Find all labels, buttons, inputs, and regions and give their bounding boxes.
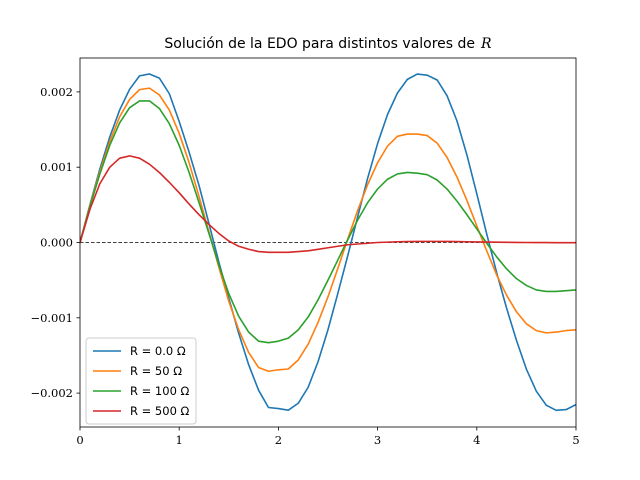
legend-label-1: R = 50 Ω [130, 364, 182, 378]
x-tick-label: 2 [275, 433, 282, 447]
x-tick-label: 1 [176, 433, 183, 447]
series-line-0 [80, 73, 576, 412]
chart-title-variable: R [480, 36, 492, 52]
y-tick-label: −0.001 [30, 311, 73, 325]
legend-label-3: R = 500 Ω [130, 404, 190, 418]
x-tick-label: 0 [76, 433, 83, 447]
x-tick-label: 5 [572, 433, 579, 447]
legend-box [85, 337, 197, 425]
series-layer [80, 73, 576, 412]
chart-title-text: Solución de la EDO para distintos valore… [164, 36, 475, 52]
y-tick-label: 0.002 [40, 85, 73, 99]
legend-label-2: R = 100 Ω [130, 384, 190, 398]
y-tick-label: 0.001 [40, 160, 73, 174]
y-tick-label: −0.002 [30, 386, 73, 400]
chart-title: Solución de la EDO para distintos valore… [164, 36, 492, 52]
series-line-2 [80, 100, 576, 344]
y-tick-label: 0.000 [40, 236, 73, 250]
series-line-3 [80, 155, 576, 254]
series-line-1 [80, 87, 576, 373]
legend-label-0: R = 0.0 Ω [130, 344, 186, 358]
x-axis-ticks: 0 1 2 3 4 5 [76, 427, 580, 447]
legend: R = 0.0 Ω R = 50 Ω R = 100 Ω R = 500 Ω [85, 337, 197, 425]
y-axis-ticks: −0.002 −0.001 0.000 0.001 0.002 [30, 85, 80, 400]
x-tick-label: 4 [473, 433, 480, 447]
x-tick-label: 3 [374, 433, 381, 447]
